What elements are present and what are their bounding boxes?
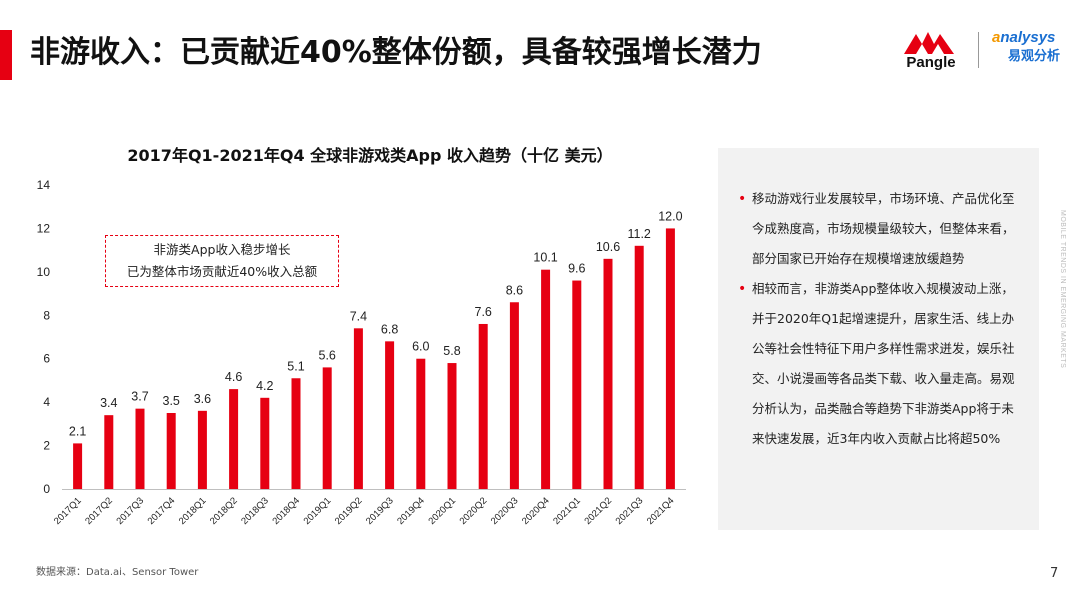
vertical-watermark: MOBILE TRENDS IN EMERGING MARKETS bbox=[1059, 210, 1066, 369]
y-tick-label: 10 bbox=[37, 265, 51, 279]
bar bbox=[665, 228, 675, 489]
bar bbox=[229, 389, 239, 489]
bar bbox=[447, 363, 457, 489]
bar-value-label: 4.6 bbox=[225, 370, 242, 384]
y-tick-label: 2 bbox=[43, 439, 50, 453]
pangle-wordmark: Pangle bbox=[906, 54, 956, 71]
bar bbox=[353, 328, 363, 489]
title-accent-bar bbox=[0, 30, 12, 80]
bar-value-label: 4.2 bbox=[256, 379, 273, 393]
bar-value-label: 9.6 bbox=[568, 262, 585, 276]
bar bbox=[322, 367, 332, 489]
insight-bullet-2: 相较而言，非游类App整体收入规模波动上涨，并于2020年Q1起增速提升，居家生… bbox=[738, 274, 1025, 454]
page-title: 非游收入：已贡献近40%整体份额，具备较强增长潜力 bbox=[30, 35, 762, 70]
bar bbox=[135, 408, 145, 489]
pangle-logo: Pangle bbox=[898, 30, 964, 74]
bar-value-label: 3.4 bbox=[100, 396, 117, 410]
insight-list: 移动游戏行业发展较早，市场环境、产品优化至今成熟度高，市场规模量级较大，但整体来… bbox=[718, 148, 1039, 454]
x-tick-label: 2017Q4 bbox=[146, 495, 178, 527]
bar-value-label: 3.5 bbox=[163, 394, 180, 408]
bar bbox=[197, 410, 207, 489]
y-tick-label: 14 bbox=[37, 178, 51, 192]
bar bbox=[260, 397, 270, 489]
bar-value-label: 3.6 bbox=[194, 392, 211, 406]
x-tick-label: 2020Q4 bbox=[520, 495, 552, 527]
bar bbox=[385, 341, 395, 489]
analysys-cn-name: 易观分析 bbox=[1008, 49, 1061, 64]
pangle-mark-icon bbox=[904, 32, 954, 54]
insight-panel: 移动游戏行业发展较早，市场环境、产品优化至今成熟度高，市场规模量级较大，但整体来… bbox=[718, 148, 1039, 530]
bar-value-label: 7.4 bbox=[350, 309, 367, 323]
bar-value-label: 5.8 bbox=[443, 344, 460, 358]
y-tick-label: 4 bbox=[43, 395, 50, 409]
logo-divider bbox=[978, 32, 979, 68]
x-tick-label: 2017Q3 bbox=[114, 495, 146, 527]
bar-value-label: 12.0 bbox=[658, 209, 682, 223]
x-tick-label: 2019Q4 bbox=[395, 495, 427, 527]
bar-value-label: 10.6 bbox=[596, 240, 620, 254]
chart-title: 2017年Q1-2021年Q4 全球非游戏类App 收入趋势（十亿 美元） bbox=[127, 146, 613, 165]
bar bbox=[166, 413, 176, 489]
bar bbox=[104, 415, 114, 489]
y-tick-label: 12 bbox=[37, 221, 51, 235]
bar bbox=[509, 302, 519, 489]
x-tick-label: 2019Q1 bbox=[302, 495, 334, 527]
bar bbox=[572, 280, 582, 489]
x-tick-label: 2020Q3 bbox=[489, 495, 521, 527]
bar-value-label: 11.2 bbox=[627, 227, 650, 241]
bar-value-label: 3.7 bbox=[131, 390, 148, 404]
x-tick-label: 2018Q2 bbox=[208, 495, 240, 527]
y-tick-label: 8 bbox=[43, 308, 50, 322]
data-source-note: 数据来源：Data.ai、Sensor Tower bbox=[36, 567, 199, 578]
bar bbox=[634, 245, 644, 489]
bar-value-label: 7.6 bbox=[475, 305, 492, 319]
bar bbox=[541, 269, 551, 489]
x-tick-label: 2017Q2 bbox=[83, 495, 115, 527]
callout-line-2: 已为整体市场贡献近40%收入总额 bbox=[126, 264, 318, 279]
bar-value-label: 10.1 bbox=[533, 251, 557, 265]
x-tick-label: 2018Q3 bbox=[239, 495, 271, 527]
y-tick-label: 0 bbox=[43, 482, 50, 496]
bar bbox=[478, 323, 488, 489]
page-number: 7 bbox=[1050, 566, 1059, 581]
x-tick-label: 2020Q1 bbox=[426, 495, 458, 527]
x-tick-label: 2019Q2 bbox=[333, 495, 365, 527]
x-tick-label: 2021Q4 bbox=[645, 495, 677, 527]
bar-value-label: 2.1 bbox=[69, 424, 86, 438]
analysys-logo: analysys 易观分析 bbox=[992, 28, 1072, 70]
bar-value-label: 8.6 bbox=[506, 283, 523, 297]
x-tick-label: 2017Q1 bbox=[52, 495, 84, 527]
bar-chart: 0 2 4 6 8 10 12 14 2.1 2017Q1 3.4 2017Q2 3.7 2017Q3 3.… bbox=[37, 178, 686, 527]
x-tick-label: 2021Q1 bbox=[551, 495, 583, 527]
chart-callout: 非游类App收入稳步增长 已为整体市场贡献近40%收入总额 bbox=[105, 235, 339, 287]
x-tick-label: 2021Q3 bbox=[614, 495, 646, 527]
analysys-wordmark: analysys bbox=[992, 29, 1056, 46]
bar bbox=[291, 378, 301, 489]
bar-value-label: 5.1 bbox=[287, 359, 304, 373]
bar-value-label: 6.8 bbox=[381, 322, 398, 336]
bar-value-label: 5.6 bbox=[319, 348, 336, 362]
bar-value-label: 6.0 bbox=[412, 340, 429, 354]
bar bbox=[73, 443, 83, 489]
bar bbox=[603, 258, 613, 489]
x-tick-label: 2018Q1 bbox=[177, 495, 209, 527]
x-tick-label: 2021Q2 bbox=[582, 495, 614, 527]
y-tick-label: 6 bbox=[43, 352, 50, 366]
bar bbox=[416, 358, 426, 489]
callout-line-1: 非游类App收入稳步增长 bbox=[153, 242, 291, 257]
insight-bullet-1: 移动游戏行业发展较早，市场环境、产品优化至今成熟度高，市场规模量级较大，但整体来… bbox=[738, 184, 1025, 274]
x-tick-label: 2018Q4 bbox=[270, 495, 302, 527]
x-tick-label: 2020Q2 bbox=[458, 495, 490, 527]
x-tick-label: 2019Q3 bbox=[364, 495, 396, 527]
